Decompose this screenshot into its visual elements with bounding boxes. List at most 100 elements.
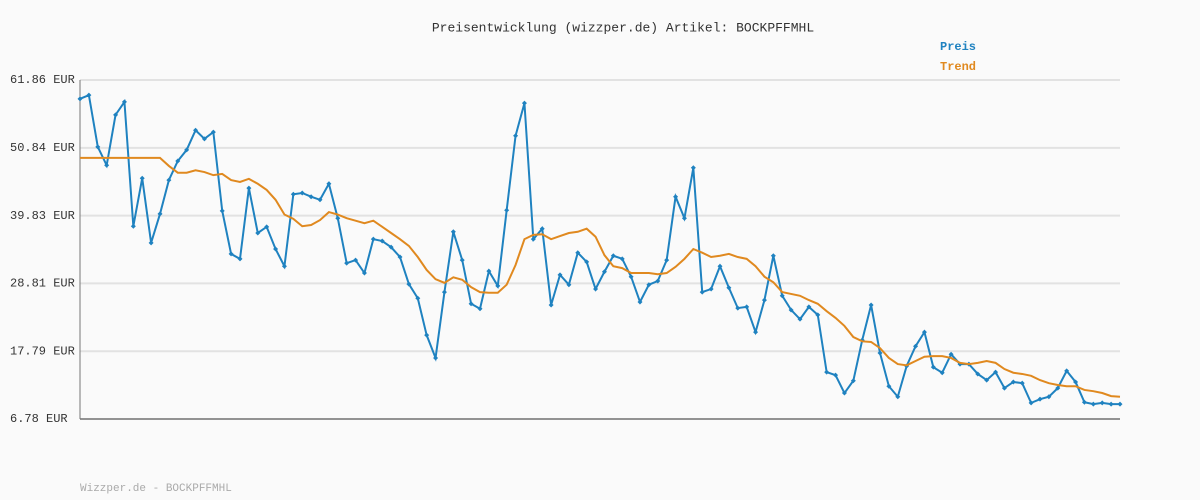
marker xyxy=(113,112,119,118)
marker xyxy=(486,268,492,274)
marker xyxy=(681,215,687,221)
marker xyxy=(1010,379,1016,385)
y-tick-label: 6.78 EUR xyxy=(10,412,68,426)
marker xyxy=(939,370,945,376)
marker xyxy=(379,238,385,244)
marker xyxy=(708,286,714,292)
marker xyxy=(610,253,616,259)
marker xyxy=(877,350,883,356)
marker xyxy=(921,329,927,335)
marker xyxy=(521,100,527,106)
marker xyxy=(815,312,821,318)
y-tick-label: 50.84 EUR xyxy=(10,141,75,155)
marker xyxy=(735,305,741,311)
y-tick-label: 61.86 EUR xyxy=(10,73,75,87)
marker xyxy=(619,256,625,262)
marker xyxy=(717,263,723,269)
marker xyxy=(628,274,634,280)
marker xyxy=(753,329,759,335)
marker xyxy=(655,278,661,284)
marker xyxy=(673,194,679,200)
marker xyxy=(850,378,856,384)
marker xyxy=(415,295,421,301)
marker xyxy=(184,147,190,153)
y-tick-label: 39.83 EUR xyxy=(10,209,75,223)
marker xyxy=(1001,385,1007,391)
marker xyxy=(353,257,359,263)
marker xyxy=(468,301,474,307)
marker xyxy=(157,211,163,217)
marker xyxy=(246,185,252,191)
marker xyxy=(148,240,154,246)
marker xyxy=(86,92,92,98)
marker xyxy=(210,129,216,135)
marker xyxy=(833,372,839,378)
marker xyxy=(424,332,430,338)
marker xyxy=(548,302,554,308)
marker xyxy=(264,224,270,230)
marker xyxy=(335,215,341,221)
marker xyxy=(1046,394,1052,400)
marker xyxy=(824,369,830,375)
y-tick-label: 28.81 EUR xyxy=(10,277,75,291)
marker xyxy=(370,236,376,242)
marker xyxy=(201,136,207,142)
marker xyxy=(646,282,652,288)
marker xyxy=(575,250,581,256)
marker xyxy=(690,165,696,171)
marker xyxy=(1064,368,1070,374)
chart-title: Preisentwicklung (wizzper.de) Artikel: B… xyxy=(432,20,814,35)
marker xyxy=(984,377,990,383)
marker xyxy=(308,194,314,200)
marker xyxy=(699,289,705,295)
marker xyxy=(326,181,332,187)
marker xyxy=(344,260,350,266)
footer: Wizzper.de - BOCKPFFMHL xyxy=(80,483,232,495)
marker xyxy=(886,383,892,389)
marker xyxy=(993,369,999,375)
marker xyxy=(495,283,501,289)
marker xyxy=(539,226,545,232)
marker xyxy=(175,158,181,164)
marker xyxy=(1055,385,1061,391)
marker xyxy=(841,390,847,396)
marker xyxy=(637,299,643,305)
marker xyxy=(397,254,403,260)
marker xyxy=(299,190,305,196)
marker xyxy=(459,257,465,263)
marker xyxy=(593,286,599,292)
marker xyxy=(895,394,901,400)
marker xyxy=(1037,396,1043,402)
series-line xyxy=(79,93,1120,406)
marker xyxy=(441,289,447,295)
marker xyxy=(121,99,127,105)
marker xyxy=(1019,380,1025,386)
marker xyxy=(388,244,394,250)
marker xyxy=(255,230,261,236)
marker xyxy=(228,251,234,257)
marker xyxy=(1117,401,1123,407)
marker xyxy=(806,304,812,310)
marker xyxy=(130,223,136,229)
marker xyxy=(219,208,225,214)
marker xyxy=(1081,399,1087,405)
marker xyxy=(1028,400,1034,406)
marker xyxy=(237,256,243,262)
legend-label: Preis xyxy=(940,40,976,54)
marker xyxy=(761,297,767,303)
marker xyxy=(868,302,874,308)
marker xyxy=(566,282,572,288)
marker xyxy=(361,270,367,276)
marker xyxy=(664,257,670,263)
marker xyxy=(770,253,776,259)
marker xyxy=(450,229,456,235)
marker xyxy=(273,246,279,252)
marker xyxy=(77,96,83,102)
marker xyxy=(930,364,936,370)
marker xyxy=(504,207,510,213)
marker xyxy=(797,316,803,322)
marker xyxy=(975,371,981,377)
marker xyxy=(290,191,296,197)
marker xyxy=(104,162,110,168)
